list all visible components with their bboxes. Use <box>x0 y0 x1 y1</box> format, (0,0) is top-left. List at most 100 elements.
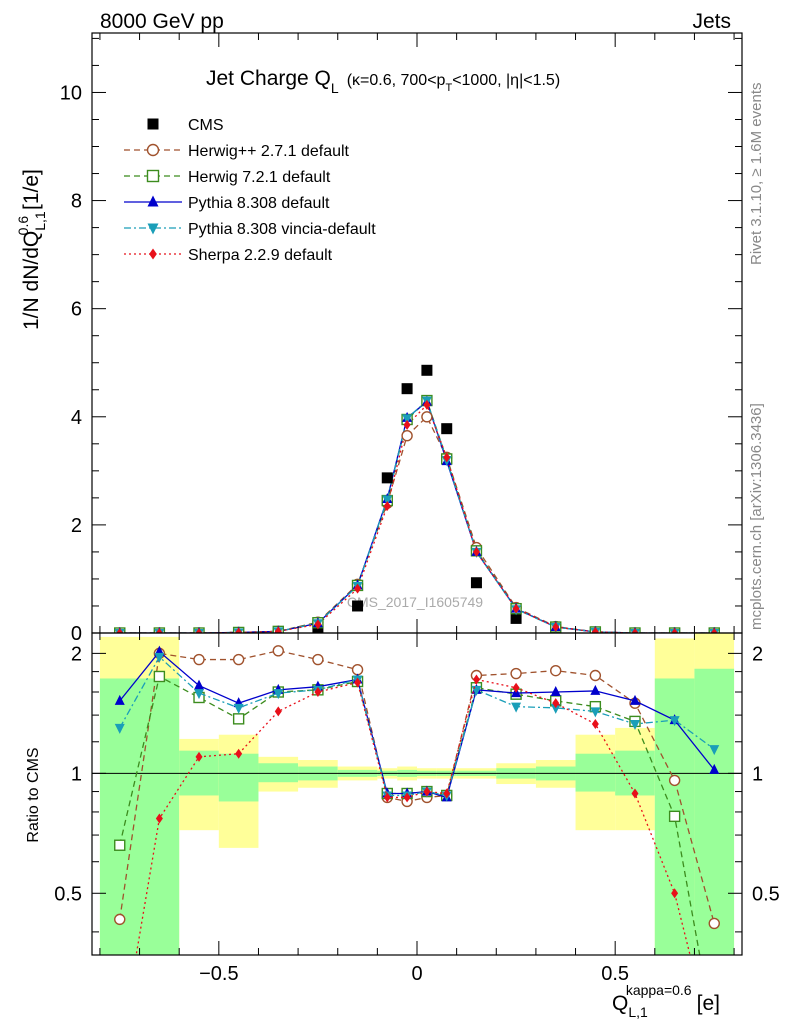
ratio-point <box>154 652 165 663</box>
ratio-y-tick-label-right: 2 <box>752 643 763 665</box>
main-y-axis-label: 1/N dN/dQL,10.6 [1/e] <box>15 169 48 330</box>
legend-label-5: Sherpa 2.2.9 default <box>188 247 333 264</box>
main-y-tick-label: 0 <box>71 623 82 645</box>
ratio-point <box>423 786 431 797</box>
ratio-y-tick-label-right: 1 <box>752 763 763 785</box>
ratio-point <box>590 684 601 695</box>
ratio-point <box>550 664 562 677</box>
watermark: CMS_2017_I1605749 <box>347 594 483 610</box>
side-rivet-label: Rivet 3.1.10, ≥ 1.6M events <box>748 83 765 266</box>
ratio-point <box>114 694 125 705</box>
ratio-point <box>235 748 243 759</box>
main-point <box>552 622 560 633</box>
ratio-point <box>194 679 205 690</box>
ratio-point <box>668 810 681 823</box>
ratio-point <box>272 645 284 657</box>
legend-label-3: Pythia 8.308 default <box>188 195 330 212</box>
ratio-series-group <box>114 645 720 955</box>
main-point <box>401 430 413 442</box>
main-point <box>314 619 322 630</box>
main-point <box>441 423 453 435</box>
main-point <box>354 583 362 594</box>
band-green-16 <box>694 668 735 955</box>
ratio-y-axis-label: Ratio to CMS <box>25 747 42 842</box>
ratio-point <box>511 702 522 713</box>
ratio-point <box>709 763 720 774</box>
ratio-point <box>472 674 480 685</box>
main-point <box>470 577 482 589</box>
legend: CMS Herwig++ 2.7.1 default Herwig 7.2.1 de… <box>124 117 376 264</box>
main-y-tick-label: 2 <box>71 515 82 537</box>
ratio-point <box>153 670 166 683</box>
ratio-point <box>590 707 601 718</box>
ratio-y-tick-label: 1 <box>71 763 82 785</box>
ratio-point <box>552 698 560 709</box>
main-point <box>195 628 203 633</box>
ratio-point <box>591 718 599 729</box>
main-point <box>510 612 522 624</box>
ratio-point <box>629 719 640 730</box>
main-point <box>403 419 411 430</box>
band-green-0 <box>99 678 180 955</box>
ratio-point <box>233 703 244 714</box>
x-axis-label: QL,1kappa=0.6[e] <box>612 982 720 1020</box>
ratio-point <box>631 788 639 799</box>
main-point <box>116 628 124 633</box>
ratio-point <box>194 689 205 700</box>
legend-marker-3 <box>147 195 159 207</box>
legend-marker-1 <box>146 143 160 157</box>
main-point <box>443 452 451 463</box>
ratio-point <box>383 792 391 803</box>
ratio-point <box>114 723 125 734</box>
ratio-point <box>193 653 205 666</box>
legend-label-2: Herwig 7.2.1 default <box>188 169 331 186</box>
main-point <box>383 500 391 511</box>
ratio-line-1 <box>119 675 701 955</box>
ratio-point <box>443 788 451 799</box>
ratio-axes: −0.5 0 0.5 0.5 0.5 1 1 2 2 <box>54 633 780 985</box>
main-point <box>381 472 393 484</box>
ratio-point <box>312 653 324 666</box>
main-point <box>671 628 679 633</box>
ratio-point <box>629 694 640 705</box>
legend-label-4: Pythia 8.308 vincia-default <box>188 221 376 238</box>
ratio-point <box>354 677 362 688</box>
main-point <box>421 364 433 376</box>
ratio-point <box>232 653 245 666</box>
legend-marker-2 <box>146 169 160 183</box>
ratio-point <box>403 792 411 803</box>
main-point <box>402 414 413 425</box>
ratio-point <box>550 685 561 696</box>
x-tick-label: 0 <box>411 963 422 985</box>
main-point <box>512 603 520 614</box>
ratio-point <box>314 686 322 697</box>
ratio-point <box>512 682 520 693</box>
ratio-point <box>273 689 284 700</box>
main-point <box>155 628 163 633</box>
ratio-point <box>510 667 522 680</box>
main-y-tick-label: 6 <box>71 299 82 321</box>
main-point <box>472 546 480 557</box>
ratio-point <box>709 745 720 756</box>
legend-label-1: Herwig++ 2.7.1 default <box>188 143 350 160</box>
main-point <box>631 628 639 633</box>
main-point <box>274 626 282 633</box>
ratio-line-0 <box>119 650 715 924</box>
ratio-point <box>232 713 245 725</box>
ratio-point <box>669 716 680 727</box>
band-green-2 <box>218 753 259 802</box>
main-point <box>710 628 718 633</box>
main-y-tick-label: 8 <box>71 191 82 213</box>
ratio-point <box>589 669 602 682</box>
x-tick-label: −0.5 <box>199 963 238 985</box>
ratio-point <box>114 913 126 926</box>
ratio-point <box>671 888 679 899</box>
ratio-point <box>668 774 681 787</box>
legend-marker-4 <box>147 223 159 235</box>
ratio-point <box>274 706 282 717</box>
ratio-point <box>114 839 126 851</box>
main-axes: 0 2 4 6 8 10 <box>60 33 742 645</box>
main-y-tick-label: 10 <box>60 82 82 104</box>
band-green-13 <box>575 753 616 792</box>
